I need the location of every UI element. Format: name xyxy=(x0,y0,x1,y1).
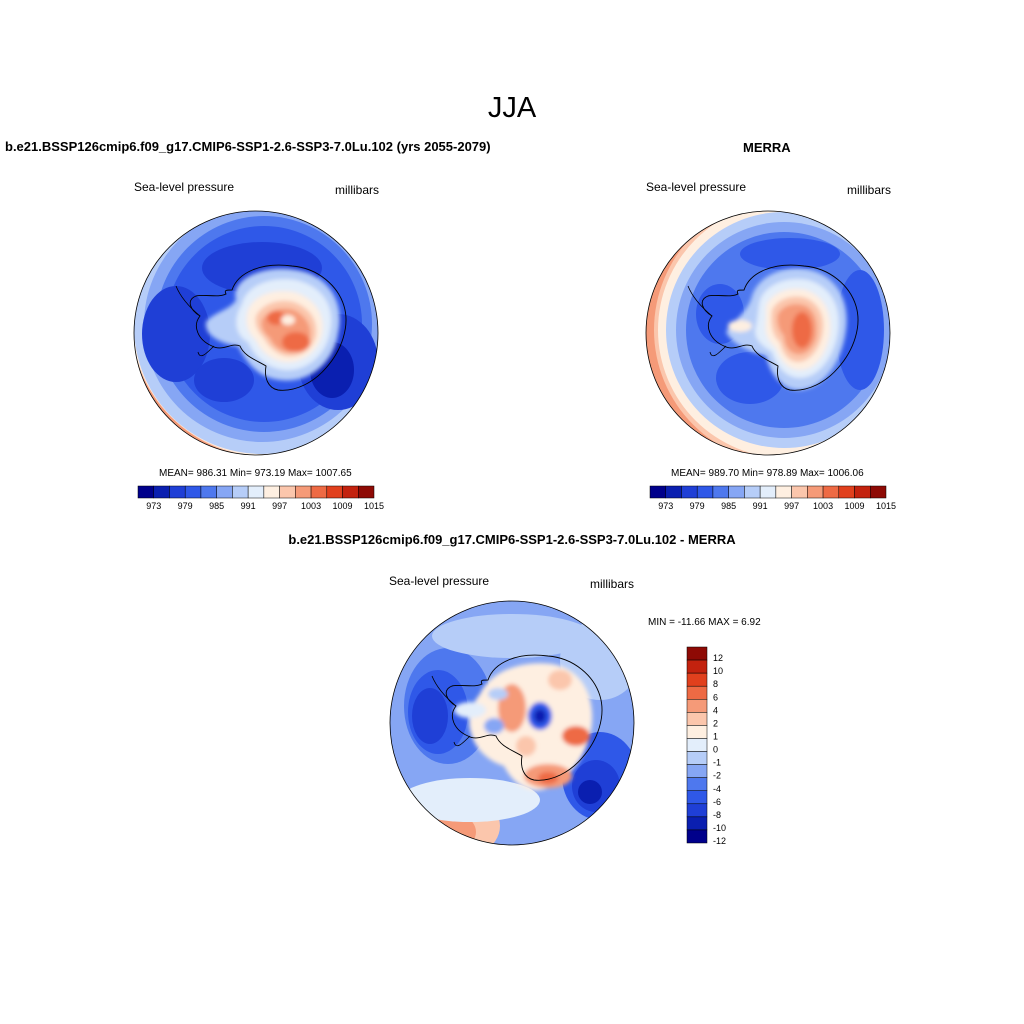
obs-colorbar-cell xyxy=(712,485,729,499)
figure-title: JJA xyxy=(487,92,537,124)
model-variable-label: Sea-level pressure xyxy=(134,180,235,194)
model-colorbar-cell xyxy=(153,485,170,499)
model-units-label: millibars xyxy=(335,183,380,197)
model-colorbar-tick-label: 985 xyxy=(209,501,224,511)
diff-colorbar-tick-label: 8 xyxy=(713,679,718,689)
diff-colorbar-cell xyxy=(686,738,708,752)
diff-colorbar-cell xyxy=(686,672,708,687)
model-colorbar-cell xyxy=(137,485,154,499)
diff-stats: MIN = -11.66 MAX = 6.92 xyxy=(648,617,761,628)
diff-colorbar-tick-label: 4 xyxy=(713,705,718,715)
obs-colorbar-cell xyxy=(728,485,745,499)
diff-colorbar-cell xyxy=(686,829,708,844)
diff-units-label: millibars xyxy=(590,577,635,591)
obs-colorbar-cell xyxy=(838,485,855,499)
obs-variable-label: Sea-level pressure xyxy=(646,180,747,194)
model-colorbar-cell xyxy=(184,485,202,499)
diff-colorbar-cell xyxy=(686,764,708,778)
diff-colorbar-tick-label: -12 xyxy=(713,836,726,846)
diff-colorbar-cell xyxy=(686,685,708,700)
diff-panel-title: b.e21.BSSP126cmip6.f09_g17.CMIP6-SSP1-2.… xyxy=(288,532,736,547)
obs-colorbar-cell xyxy=(854,485,871,499)
obs-colorbar-tick-label: 997 xyxy=(784,501,799,511)
model-colorbar: 973 979 985 991 997 1003 1009 1015 xyxy=(137,485,384,511)
model-map-boundary xyxy=(133,210,379,456)
obs-colorbar-tick-label: 1015 xyxy=(876,501,896,511)
obs-colorbar-cell xyxy=(759,485,777,499)
diff-colorbar-cell xyxy=(686,725,708,739)
diff-colorbar-cell xyxy=(686,803,708,818)
obs-colorbar-cell xyxy=(681,485,698,499)
diff-colorbar-tick-label: 10 xyxy=(713,666,723,676)
obs-colorbar-tick-label: 973 xyxy=(658,501,673,511)
obs-colorbar-cell xyxy=(822,485,840,499)
diff-colorbar-cell xyxy=(686,777,708,791)
diff-colorbar-tick-label: -1 xyxy=(713,758,721,768)
diff-colorbar-tick-label: -6 xyxy=(713,797,721,807)
obs-panel-title: MERRA xyxy=(743,140,791,155)
model-colorbar-tick-label: 1003 xyxy=(301,501,321,511)
model-colorbar-tick-label: 1015 xyxy=(364,501,384,511)
diff-variable-label: Sea-level pressure xyxy=(389,574,490,588)
obs-colorbar-tick-label: 985 xyxy=(721,501,736,511)
model-colorbar-cell xyxy=(358,485,375,499)
model-colorbar-tick-label: 997 xyxy=(272,501,287,511)
diff-map xyxy=(390,601,634,845)
diff-colorbar-tick-label: -10 xyxy=(713,823,726,833)
obs-colorbar-cell xyxy=(807,485,824,499)
model-colorbar-cell xyxy=(216,485,233,499)
model-colorbar-tick-label: 991 xyxy=(241,501,256,511)
model-colorbar-cell xyxy=(310,485,328,499)
obs-colorbar-tick-label: 991 xyxy=(753,501,768,511)
model-colorbar-cell xyxy=(326,485,343,499)
diff-colorbar-cell xyxy=(686,751,708,765)
diff-colorbar-cell xyxy=(686,712,708,726)
model-colorbar-cell xyxy=(342,485,359,499)
model-colorbar-cell xyxy=(247,485,265,499)
diff-colorbar-tick-label: 2 xyxy=(713,718,718,728)
model-colorbar-tick-label: 1009 xyxy=(333,501,353,511)
diff-colorbar-tick-label: 6 xyxy=(713,692,718,702)
obs-colorbar-cell xyxy=(870,485,887,499)
model-colorbar-tick-label: 973 xyxy=(146,501,161,511)
obs-map-boundary xyxy=(645,210,891,456)
obs-map xyxy=(646,211,890,455)
model-colorbar-cell xyxy=(263,485,280,499)
obs-colorbar-cell xyxy=(744,485,761,499)
obs-colorbar-tick-label: 979 xyxy=(690,501,705,511)
obs-colorbar-cell xyxy=(696,485,714,499)
obs-colorbar-cell xyxy=(775,485,792,499)
obs-colorbar-tick-label: 1003 xyxy=(813,501,833,511)
diff-colorbar-cell xyxy=(686,790,708,805)
diff-map-boundary xyxy=(389,600,635,846)
obs-colorbar: 973 979 985 991 997 1003 1009 1015 xyxy=(649,485,896,511)
model-colorbar-cell xyxy=(232,485,249,499)
model-colorbar-cell xyxy=(295,485,312,499)
diff-colorbar-cell xyxy=(686,659,708,674)
model-stats: MEAN= 986.31 Min= 973.19 Max= 1007.65 xyxy=(159,468,352,479)
obs-stats: MEAN= 989.70 Min= 978.89 Max= 1006.06 xyxy=(671,468,864,479)
obs-colorbar-cell xyxy=(791,485,808,499)
obs-colorbar-tick-label: 1009 xyxy=(845,501,865,511)
diff-colorbar-tick-label: -4 xyxy=(713,784,721,794)
obs-units-label: millibars xyxy=(847,183,892,197)
obs-colorbar-cell xyxy=(665,485,682,499)
model-panel-title: b.e21.BSSP126cmip6.f09_g17.CMIP6-SSP1-2.… xyxy=(5,139,491,154)
diff-colorbar-tick-label: 12 xyxy=(713,653,723,663)
diff-colorbar-cell xyxy=(686,646,708,661)
diff-colorbar-tick-label: 1 xyxy=(713,732,718,742)
diff-colorbar-cell xyxy=(686,699,708,713)
model-colorbar-tick-label: 979 xyxy=(178,501,193,511)
model-colorbar-cell xyxy=(279,485,296,499)
diff-colorbar-tick-label: -2 xyxy=(713,771,721,781)
model-map xyxy=(134,211,378,455)
diff-colorbar-tick-label: -8 xyxy=(713,810,721,820)
model-colorbar-cell xyxy=(200,485,217,499)
diff-colorbar-cell xyxy=(686,816,708,831)
diff-colorbar-tick-label: 0 xyxy=(713,745,718,755)
obs-colorbar-cell xyxy=(649,485,666,499)
model-colorbar-cell xyxy=(169,485,186,499)
